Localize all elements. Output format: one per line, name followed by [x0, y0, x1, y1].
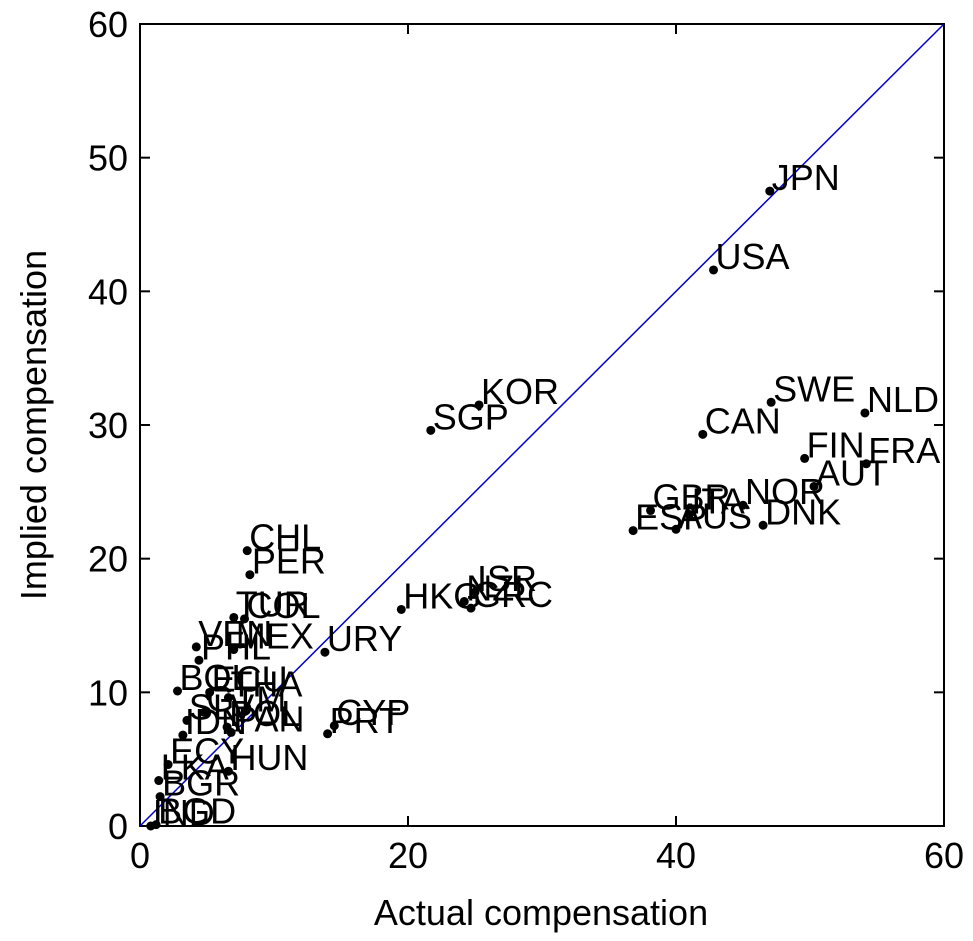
y-tick-label: 60: [88, 4, 128, 45]
data-point-label: GRC: [473, 574, 553, 615]
data-point-label: ITA: [691, 481, 744, 522]
data-point: [396, 604, 406, 614]
data-point: [229, 612, 239, 622]
data-point: [182, 715, 192, 725]
y-tick-label: 30: [88, 405, 128, 446]
data-point: [758, 520, 768, 530]
data-point: [474, 400, 484, 410]
data-point: [223, 693, 233, 703]
x-axis-label: Actual compensation: [374, 892, 708, 933]
data-point: [861, 459, 871, 469]
data-point: [178, 730, 188, 740]
data-point: [163, 760, 173, 770]
data-point: [765, 186, 775, 196]
data-point-label: ESP: [635, 497, 707, 538]
data-point: [671, 524, 681, 534]
data-point: [242, 546, 252, 556]
data-point-label: HUN: [230, 737, 308, 778]
data-point-label: POL: [229, 693, 301, 734]
data-point-label: KOR: [481, 371, 559, 412]
data-point-label: CHL: [249, 517, 321, 558]
data-point: [466, 603, 476, 613]
x-tick-label: 20: [388, 835, 428, 876]
y-tick-label: 40: [88, 271, 128, 312]
data-point: [146, 821, 156, 831]
data-point: [860, 408, 870, 418]
data-point-label: CAN: [705, 400, 781, 441]
data-point-label: BGD: [158, 791, 236, 832]
data-point: [698, 429, 708, 439]
data-point-label: SLV: [189, 686, 254, 727]
data-point: [320, 647, 330, 657]
data-point-label: URY: [327, 618, 402, 659]
data-point: [240, 614, 250, 624]
data-point: [709, 265, 719, 275]
reference-line: [139, 23, 945, 827]
data-point-label: AUS: [678, 495, 752, 536]
data-point-label: ECU: [212, 658, 288, 699]
y-tick-label: 50: [88, 138, 128, 179]
data-point: [223, 766, 233, 776]
y-tick-label: 10: [88, 672, 128, 713]
data-point-label: CYP: [336, 692, 410, 733]
data-point: [426, 425, 436, 435]
data-point-label: FIN: [807, 424, 865, 465]
data-point: [800, 453, 810, 463]
x-tick-label: 40: [656, 835, 696, 876]
data-point-label: COL: [247, 585, 321, 626]
data-point-label: ISR: [477, 558, 537, 599]
data-point-label: IND: [153, 792, 215, 833]
data-point: [646, 506, 656, 516]
data-point-label: PAN: [233, 698, 304, 739]
y-tick-label: 0: [108, 806, 128, 847]
data-point: [226, 727, 236, 737]
data-point-label: SGP: [433, 396, 509, 437]
data-point: [738, 500, 748, 510]
data-point-label: NLD: [867, 379, 939, 420]
data-point-label: AUT: [816, 452, 888, 493]
data-point-label: IDN: [185, 701, 247, 742]
data-point: [191, 642, 201, 652]
data-point: [323, 729, 333, 739]
y-tick-label: 20: [88, 539, 128, 580]
data-point-label: SWE: [773, 368, 855, 409]
data-point: [199, 707, 209, 717]
data-point-label: THA: [230, 664, 302, 705]
data-point: [628, 526, 638, 536]
data-point-label: ECY: [170, 731, 244, 772]
data-point-label: DNK: [765, 491, 841, 532]
data-point-label: GTM: [206, 678, 286, 719]
data-point: [809, 481, 819, 491]
x-tick-label: 0: [130, 835, 150, 876]
data-point-label: NZL: [466, 567, 534, 608]
data-point-label: PHL: [201, 626, 271, 667]
data-point: [194, 655, 204, 665]
data-point-label: JPN: [772, 157, 840, 198]
data-point: [173, 686, 183, 696]
data-point-label: BGR: [162, 763, 240, 804]
data-point-label: PRT: [330, 700, 401, 741]
data-point: [229, 645, 239, 655]
data-point-label: HKG: [403, 575, 481, 616]
data-point-label: NOR: [745, 471, 825, 512]
data-point: [329, 721, 339, 731]
x-tick-label: 60: [924, 835, 964, 876]
data-point: [459, 596, 469, 606]
data-point-label: USA: [716, 236, 790, 277]
data-point: [684, 510, 694, 520]
data-point: [470, 587, 480, 597]
data-point-label: PER: [252, 541, 326, 582]
data-point: [766, 397, 776, 407]
data-point: [154, 776, 164, 786]
data-point: [245, 570, 255, 580]
data-point-label: FRA: [868, 430, 940, 471]
y-axis-label: Implied compensation: [13, 250, 54, 600]
data-point-label: MEX: [236, 616, 314, 657]
data-point-label: LKA: [161, 747, 229, 788]
data-point-label: BOL: [180, 657, 252, 698]
data-point: [155, 792, 165, 802]
data-point: [205, 687, 215, 697]
